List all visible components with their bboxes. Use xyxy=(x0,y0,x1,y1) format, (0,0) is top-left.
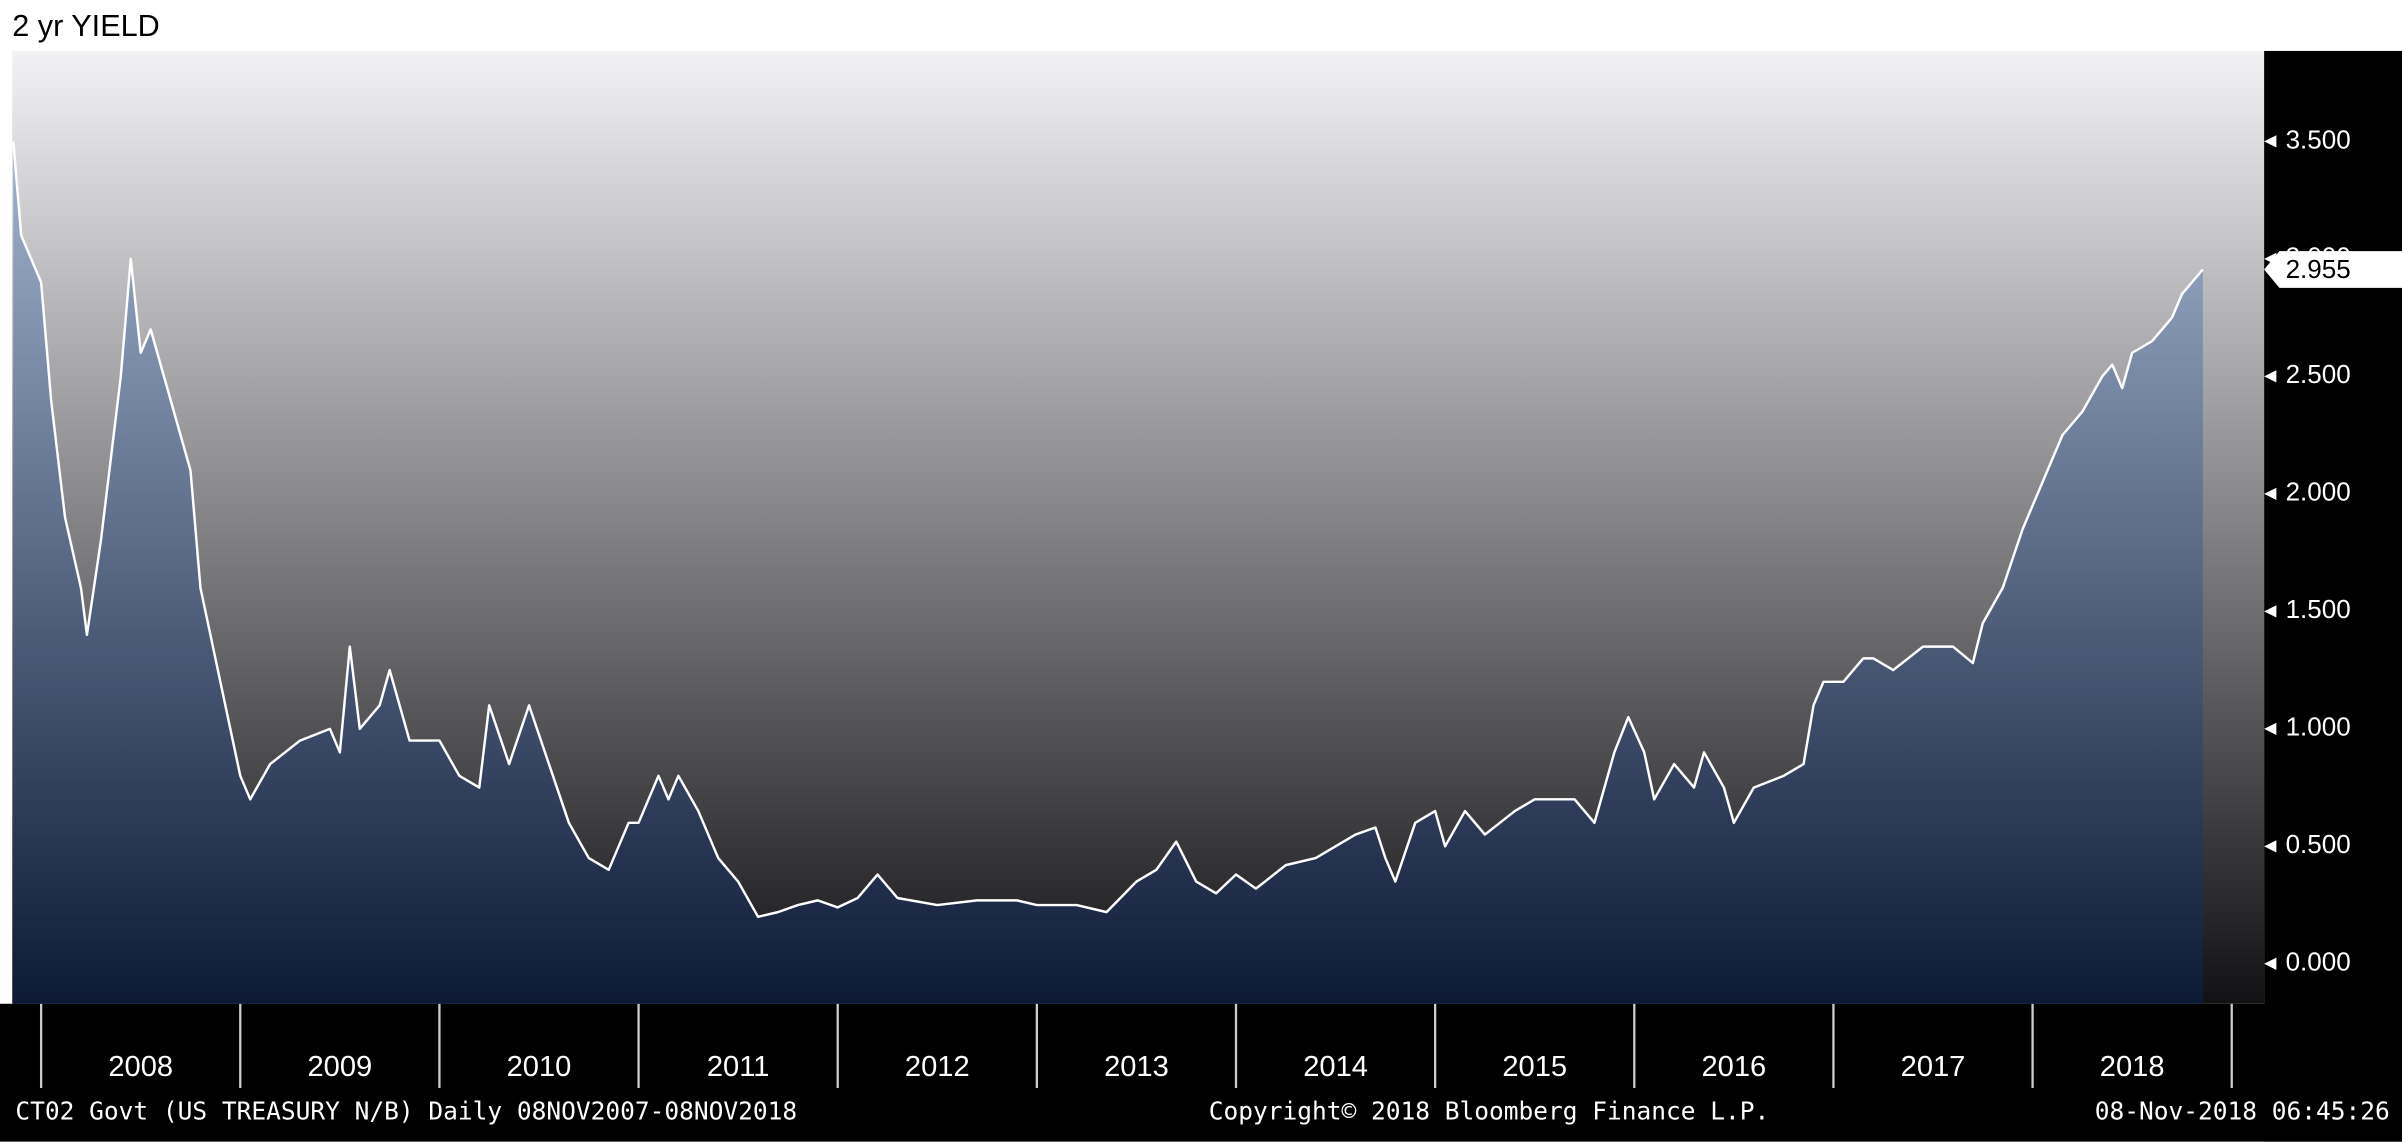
y-tick-label: 3.500 xyxy=(2286,124,2351,154)
x-tick-label: 2009 xyxy=(307,1051,372,1083)
footer-center: Copyright© 2018 Bloomberg Finance L.P. xyxy=(1209,1097,1770,1126)
y-tick-label: 1.500 xyxy=(2286,594,2351,624)
chart-title: 2 yr YIELD xyxy=(12,9,160,43)
y-tick-label: 2.000 xyxy=(2286,477,2351,507)
y-tick-mark xyxy=(2264,370,2277,383)
right-axis-panel xyxy=(2264,50,2402,1142)
footer-left: CT02 Govt (US TREASURY N/B) Daily 08NOV2… xyxy=(15,1097,797,1126)
y-tick-label: 0.000 xyxy=(2286,947,2351,977)
y-tick-label: 0.500 xyxy=(2286,829,2351,859)
footer-right: 08-Nov-2018 06:45:26 xyxy=(2095,1097,2390,1126)
y-tick-mark xyxy=(2264,487,2277,500)
y-tick-label: 2.500 xyxy=(2286,359,2351,389)
x-tick-label: 2012 xyxy=(905,1051,970,1083)
y-tick-mark xyxy=(2264,840,2277,853)
last-value-label: 2.955 xyxy=(2286,254,2351,284)
x-tick-label: 2011 xyxy=(707,1051,770,1083)
x-tick-label: 2013 xyxy=(1104,1051,1169,1083)
x-tick-label: 2016 xyxy=(1702,1051,1767,1083)
y-tick-mark xyxy=(2264,722,2277,735)
bottom-axis-panel xyxy=(0,1003,2402,1142)
x-tick-label: 2008 xyxy=(108,1051,173,1083)
x-tick-label: 2010 xyxy=(507,1051,572,1083)
line xyxy=(12,141,2204,919)
x-tick-label: 2018 xyxy=(2100,1051,2165,1083)
y-tick-mark xyxy=(2264,605,2277,618)
y-tick-label: 1.000 xyxy=(2286,712,2351,742)
last-value-tag xyxy=(2264,251,2402,288)
x-tick-label: 2015 xyxy=(1502,1051,1567,1083)
x-tick-label: 2017 xyxy=(1901,1051,1966,1083)
x-tick-label: 2014 xyxy=(1303,1051,1368,1083)
y-tick-mark xyxy=(2264,957,2277,970)
area xyxy=(13,141,2203,1004)
y-tick-mark xyxy=(2264,135,2277,148)
